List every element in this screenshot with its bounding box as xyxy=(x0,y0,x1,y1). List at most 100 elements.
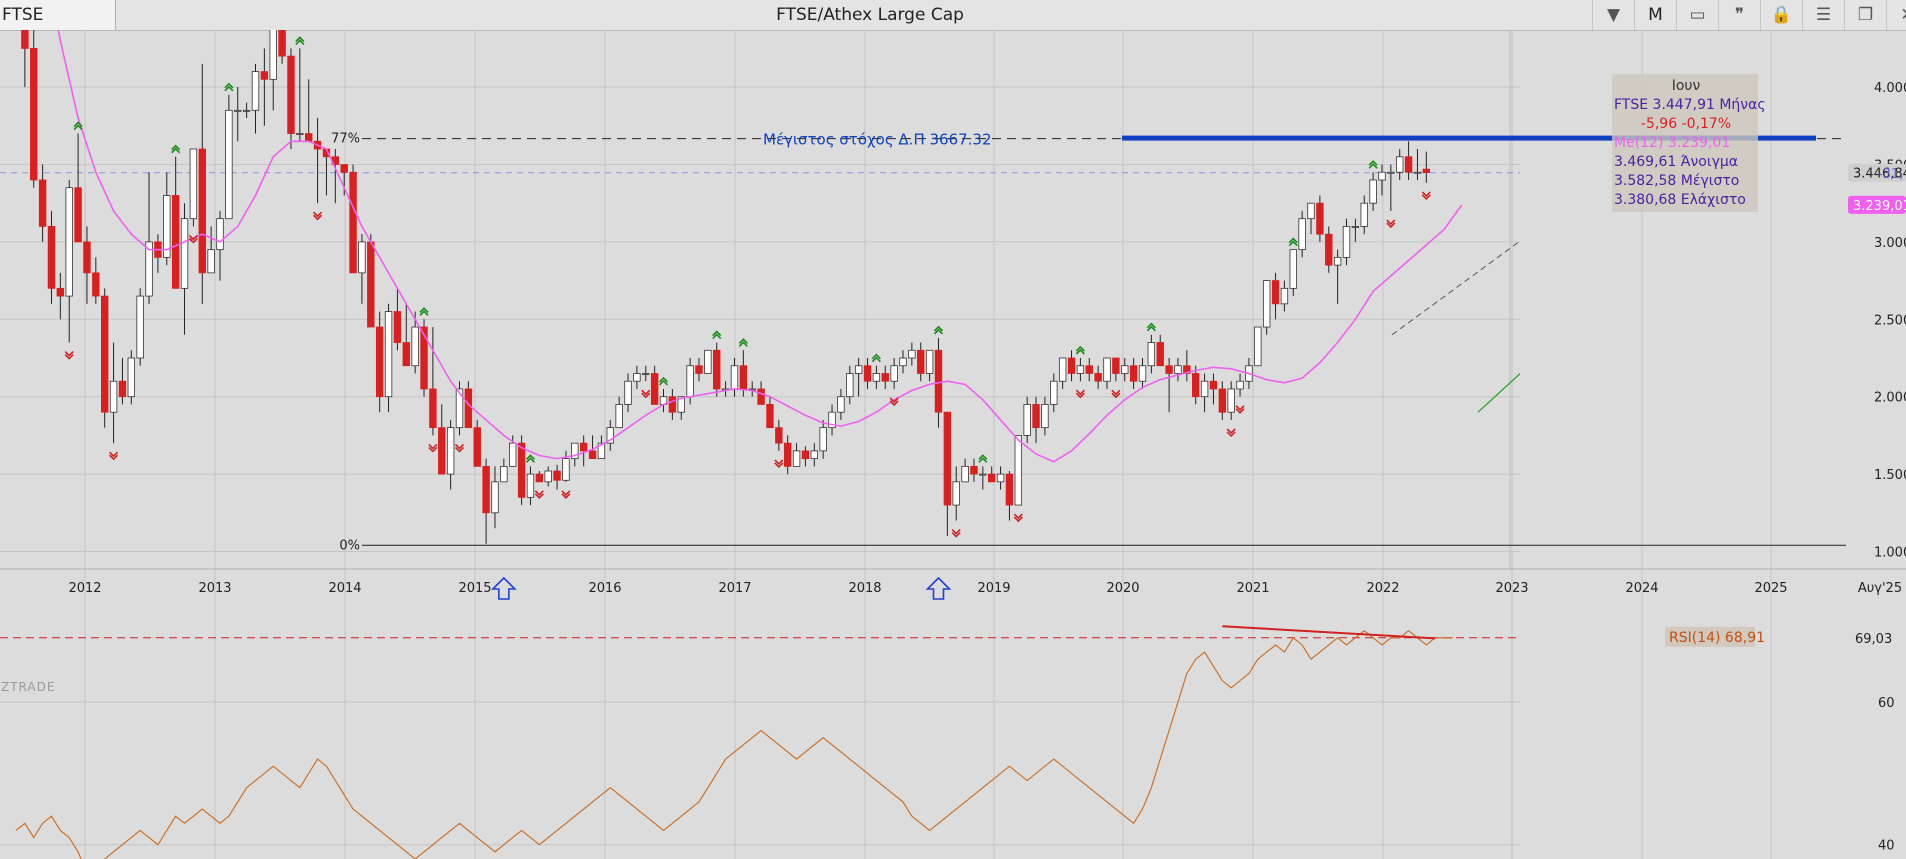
candle-body xyxy=(118,380,127,398)
peak-marker-icon xyxy=(1288,237,1298,247)
info-change: -5,96 -0,17% xyxy=(1640,116,1732,132)
candle-body xyxy=(242,109,251,112)
trough-marker-icon xyxy=(64,350,74,360)
candle-body xyxy=(757,388,765,405)
target-band xyxy=(1122,135,1816,141)
candle-body xyxy=(588,450,597,460)
x-tick-label: 2022 xyxy=(1366,581,1399,596)
candle-body xyxy=(1147,342,1156,367)
candle-body xyxy=(1138,365,1147,382)
peak-marker-icon xyxy=(1075,345,1085,355)
title-bar: FTSE FTSE/Athex Large Cap ▼M▭❞🔒☰❐✕ xyxy=(0,0,1906,31)
x-tick-label: 2014 xyxy=(328,581,361,596)
dropdown-button[interactable]: ▼ xyxy=(1592,0,1634,30)
candle-body xyxy=(943,411,952,506)
candle-body xyxy=(455,388,464,429)
candle-body xyxy=(163,195,171,258)
candle-body xyxy=(846,373,854,398)
lock-button[interactable]: 🔒 xyxy=(1760,0,1802,30)
peak-marker-icon xyxy=(295,36,305,45)
target-label: Μέγιστος στόχος Δ.Π 3667.32 xyxy=(763,131,992,149)
candle-body xyxy=(92,272,100,297)
y-tick-label: 1.000 xyxy=(1874,546,1906,561)
candle-body xyxy=(615,404,623,429)
candle-body xyxy=(1165,365,1173,374)
candle-body xyxy=(1085,365,1093,374)
trough-marker-icon xyxy=(313,211,323,221)
rsi-value-label: 69,03 xyxy=(1855,632,1892,647)
info-period: Ιουν xyxy=(1671,78,1701,94)
trough-marker-icon xyxy=(1013,513,1023,523)
x-tick-label: 2020 xyxy=(1106,581,1139,596)
rsi-level-label: 40 xyxy=(1878,839,1895,854)
candle-body xyxy=(1254,326,1262,367)
candle-body xyxy=(819,427,827,452)
candle-body xyxy=(251,71,260,111)
candle-body xyxy=(38,179,47,227)
layout-button[interactable]: ▭ xyxy=(1676,0,1718,30)
candle-body xyxy=(482,465,490,514)
candle-body xyxy=(358,241,366,274)
ma-price-label: 3.239,01 xyxy=(1853,199,1906,214)
candle-body xyxy=(1076,365,1085,374)
candle-body xyxy=(1094,373,1102,382)
candle-body xyxy=(597,442,606,460)
candle-body xyxy=(1041,404,1049,429)
x-tick-label: 2013 xyxy=(198,581,231,596)
period-button[interactable]: M xyxy=(1634,0,1676,30)
candle-body xyxy=(1325,233,1333,266)
candle-body xyxy=(491,481,499,514)
candle-body xyxy=(145,241,153,297)
candle-body xyxy=(854,365,863,374)
info-open: 3.469,61 Άνοιγμα xyxy=(1614,154,1739,170)
candle-body xyxy=(1209,380,1218,390)
peak-marker-icon xyxy=(712,330,722,340)
candle-body xyxy=(553,470,561,481)
candle-body xyxy=(970,465,978,475)
candle-body xyxy=(1298,218,1306,251)
candle-body xyxy=(1192,373,1200,398)
candle-body xyxy=(1103,357,1111,382)
candle-body xyxy=(668,396,677,413)
peak-marker-icon xyxy=(419,307,429,316)
close-button[interactable]: ✕ xyxy=(1886,0,1906,30)
candle-body xyxy=(1271,280,1280,305)
candle-body xyxy=(1351,226,1360,228)
candle-body xyxy=(1174,365,1182,374)
trough-marker-icon xyxy=(1226,428,1236,438)
candle-body xyxy=(544,470,552,483)
candle-body xyxy=(101,295,109,413)
rsi-group xyxy=(15,629,1453,859)
candle-body xyxy=(633,373,641,382)
candle-body xyxy=(225,109,233,220)
ma-price-tag xyxy=(1848,195,1906,214)
symbol-tab[interactable]: FTSE xyxy=(0,0,116,30)
candle-body xyxy=(925,349,934,374)
fib-level-label: 77% xyxy=(331,132,360,147)
low-arrow-icon xyxy=(490,576,517,600)
window-toolbar: ▼M▭❞🔒☰❐✕ xyxy=(1592,0,1906,30)
trough-marker-icon xyxy=(951,528,961,538)
candle-body xyxy=(1316,202,1324,235)
menu-button[interactable]: ☰ xyxy=(1802,0,1844,30)
candle-body xyxy=(1032,404,1040,429)
candle-body xyxy=(56,287,65,297)
candle-body xyxy=(863,365,872,382)
candle-body xyxy=(1058,357,1067,382)
candle-body xyxy=(500,465,508,483)
restore-button[interactable]: ❐ xyxy=(1844,0,1886,30)
candle-body xyxy=(713,349,721,390)
candle-body xyxy=(783,442,792,467)
rsi-label-tag xyxy=(1665,626,1755,647)
chart-window-title: FTSE/Athex Large Cap xyxy=(776,5,964,25)
candle-body xyxy=(642,373,650,375)
y-tick-label: 4.000 xyxy=(1874,81,1906,96)
candle-body xyxy=(1005,473,1014,506)
comment-button[interactable]: ❞ xyxy=(1718,0,1760,30)
trough-marker-icon xyxy=(428,443,438,453)
price-chart[interactable]: 2012 2013 2014 2015 2016 2017 2018 2019 2020 2021… xyxy=(0,30,1906,859)
trough-marker-icon xyxy=(188,234,198,244)
candle-body xyxy=(881,373,889,382)
trough-marker-icon xyxy=(1075,389,1085,399)
last-price-label: 3.446,84 xyxy=(1853,167,1906,182)
